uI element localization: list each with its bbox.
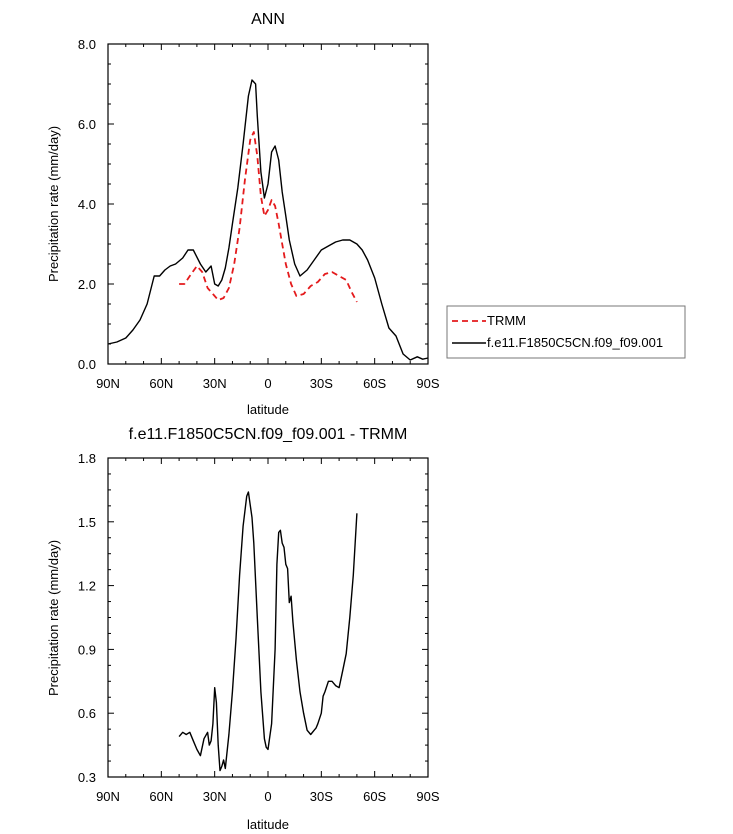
x-tick-label-bottom: 90N (96, 789, 120, 804)
plot-frame-top (107, 43, 429, 365)
legend-box (446, 305, 686, 359)
x-axis-label-bottom: latitude (247, 817, 289, 832)
x-tick-label-top: 0 (264, 376, 271, 391)
axis-ticks-bottom: 90N 60N 30N 0 30S 60S 90S 0.3 0.6 0.9 1.2 1.5 1.8 (78, 451, 440, 804)
series-group-top (107, 79, 429, 361)
y-axis-label-top: Precipitation rate (mm/day) (46, 126, 61, 282)
x-tick-label-bottom: 30N (203, 789, 227, 804)
y-tick-label-bottom: 0.3 (78, 770, 96, 785)
x-tick-label-top: 60N (149, 376, 173, 391)
legend: TRMM f.e11.F1850C5CN.f09_f09.001 (446, 305, 686, 359)
plot-frame-bottom (107, 457, 429, 778)
y-tick-label-top: 0.0 (78, 357, 96, 372)
series-group-bottom (178, 491, 358, 772)
y-axis-label-bottom: Precipitation rate (mm/day) (46, 540, 61, 696)
y-tick-label-bottom: 1.2 (78, 579, 96, 594)
series-line-f-e11-f1850c5cn-f09-f09-001 (107, 79, 429, 361)
x-tick-label-bottom: 60S (363, 789, 386, 804)
legend-label-trmm: TRMM (487, 313, 526, 328)
y-tick-label-top: 2.0 (78, 277, 96, 292)
panel-top: ANN 90N 60N 30N 0 30S 60S 90S 0.0 2.0 4.0 6.0 8.0 l… (46, 11, 440, 417)
panel-bottom: f.e11.F1850C5CN.f09_f09.001 - TRMM 90N 60… (46, 426, 440, 832)
x-tick-label-bottom: 90S (416, 789, 439, 804)
x-tick-label-top: 30N (203, 376, 227, 391)
x-tick-label-bottom: 0 (264, 789, 271, 804)
series-line-trmm (179, 131, 358, 303)
x-tick-label-top: 60S (363, 376, 386, 391)
chart-title-top: ANN (251, 11, 285, 28)
y-tick-label-bottom: 0.9 (78, 642, 96, 657)
y-tick-label-bottom: 0.6 (78, 706, 96, 721)
x-axis-label-top: latitude (247, 402, 289, 417)
y-tick-label-bottom: 1.5 (78, 515, 96, 530)
x-tick-label-top: 30S (310, 376, 333, 391)
axis-ticks-top: 90N 60N 30N 0 30S 60S 90S 0.0 2.0 4.0 6.0 8.0 (78, 37, 440, 391)
y-tick-label-top: 8.0 (78, 37, 96, 52)
y-tick-label-bottom: 1.8 (78, 451, 96, 466)
x-tick-label-bottom: 30S (310, 789, 333, 804)
y-tick-label-top: 4.0 (78, 197, 96, 212)
chart-title-bottom: f.e11.F1850C5CN.f09_f09.001 - TRMM (129, 426, 408, 443)
y-tick-label-top: 6.0 (78, 117, 96, 132)
series-line-difference (178, 491, 358, 772)
x-tick-label-top: 90N (96, 376, 120, 391)
legend-label-model: f.e11.F1850C5CN.f09_f09.001 (487, 335, 663, 350)
x-tick-label-top: 90S (416, 376, 439, 391)
x-tick-label-bottom: 60N (149, 789, 173, 804)
